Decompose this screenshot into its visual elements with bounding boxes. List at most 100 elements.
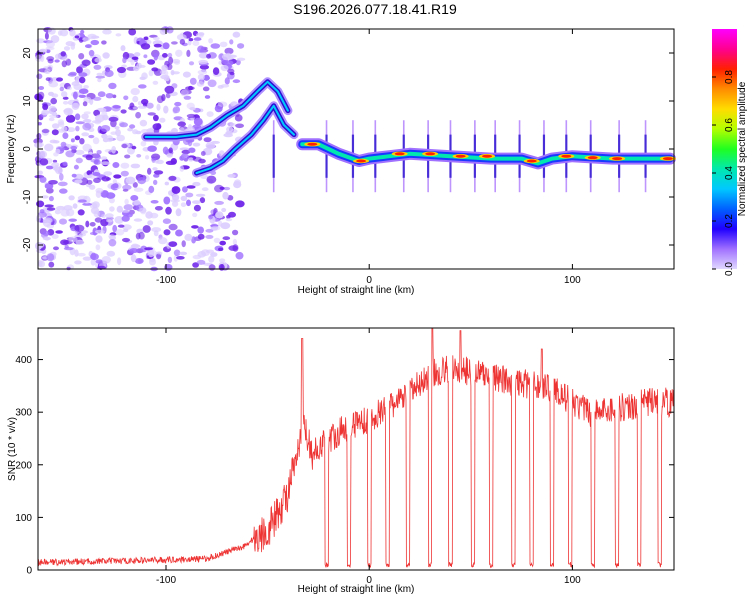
noise-blob xyxy=(65,150,75,158)
noise-blob xyxy=(35,54,43,62)
noise-blob xyxy=(185,86,195,91)
noise-blob xyxy=(153,114,159,122)
noise-blob xyxy=(97,78,102,83)
noise-blob xyxy=(94,217,103,223)
noise-blob xyxy=(66,127,76,133)
noise-blob xyxy=(104,149,114,153)
noise-blob xyxy=(49,114,59,119)
noise-blob xyxy=(45,77,51,81)
noise-blob xyxy=(205,234,214,239)
noise-blob xyxy=(153,52,159,61)
noise-blob xyxy=(122,184,132,190)
snr-panel: -100 0 100 0 100 200 300 400 Height of straight… xyxy=(7,327,675,595)
y-tick-label: 10 xyxy=(22,95,33,107)
noise-blob xyxy=(162,42,170,50)
colorbar-tick-label: 0.6 xyxy=(724,118,735,132)
noise-blob xyxy=(62,56,68,61)
noise-blob xyxy=(152,167,158,171)
noise-blob xyxy=(95,114,105,123)
noise-blob xyxy=(163,196,171,205)
noise-blob xyxy=(151,67,159,72)
noise-blob xyxy=(138,84,147,89)
noise-blob xyxy=(164,85,175,94)
noise-blob xyxy=(108,116,119,122)
noise-blob xyxy=(78,199,87,203)
noise-blob xyxy=(235,123,245,129)
noise-blob xyxy=(138,231,145,240)
noise-blob xyxy=(223,133,233,138)
noise-blob xyxy=(208,255,215,263)
noise-blob xyxy=(149,127,154,135)
noise-blob xyxy=(148,185,155,193)
noise-blob xyxy=(154,206,163,211)
noise-blob xyxy=(102,29,112,35)
noise-blob xyxy=(153,43,162,48)
noise-blob xyxy=(177,121,186,127)
ridge-peak xyxy=(587,156,598,160)
noise-blob xyxy=(106,135,114,143)
noise-blob xyxy=(189,77,197,85)
noise-blob xyxy=(108,234,116,239)
noise-blob xyxy=(77,252,86,257)
noise-blob xyxy=(88,49,95,57)
noise-blob xyxy=(59,173,64,181)
colorbar-tick-label: 0.0 xyxy=(724,262,735,276)
noise-blob xyxy=(122,237,130,243)
noise-blob xyxy=(82,101,88,107)
noise-blob xyxy=(89,222,96,227)
noise-blob xyxy=(198,59,209,65)
noise-blob xyxy=(145,155,150,160)
noise-blob xyxy=(207,79,217,88)
noise-blob xyxy=(97,91,106,98)
noise-blob xyxy=(165,160,176,165)
noise-blob xyxy=(232,229,239,236)
noise-blob xyxy=(130,195,139,201)
noise-blob xyxy=(170,199,180,203)
noise-blob xyxy=(123,95,129,101)
noise-blob xyxy=(94,154,102,161)
noise-blob xyxy=(172,106,181,114)
noise-blob xyxy=(42,236,52,241)
colorbar-label: Normalized spectral amplitude xyxy=(737,81,748,216)
noise-blob xyxy=(188,124,192,130)
noise-blob xyxy=(120,162,130,169)
noise-blob xyxy=(42,217,53,224)
noise-blob xyxy=(90,252,97,260)
noise-blob xyxy=(232,238,237,246)
noise-blob xyxy=(197,69,208,75)
noise-blob xyxy=(105,192,116,199)
noise-blob xyxy=(46,253,55,262)
noise-blob xyxy=(172,194,180,201)
noise-blob xyxy=(115,129,121,137)
noise-blob xyxy=(215,211,224,219)
noise-blob xyxy=(192,254,202,260)
noise-blob xyxy=(229,122,237,127)
noise-blob xyxy=(95,187,104,194)
colorbar-tick-label: 0.2 xyxy=(724,214,735,228)
noise-blob xyxy=(70,145,78,151)
noise-blob xyxy=(203,137,212,143)
noise-blob xyxy=(133,65,140,72)
noise-blob xyxy=(146,102,154,109)
noise-blob xyxy=(48,195,54,202)
noise-blob xyxy=(111,146,117,154)
noise-blob xyxy=(120,170,129,177)
noise-blob xyxy=(140,140,147,147)
noise-blob xyxy=(188,61,195,66)
noise-blob xyxy=(75,121,85,125)
noise-blob xyxy=(78,53,85,60)
noise-blob xyxy=(201,187,209,192)
noise-blob xyxy=(115,33,122,37)
noise-blob xyxy=(36,200,45,208)
noise-blob xyxy=(136,154,142,158)
noise-blob xyxy=(142,225,151,233)
noise-blob xyxy=(162,53,168,58)
noise-blob xyxy=(56,77,63,82)
noise-blob xyxy=(198,52,209,59)
snr-x-ticks: -100 0 100 0 100 200 300 400 xyxy=(15,328,674,586)
ridge-peak xyxy=(561,154,572,158)
noise-blob xyxy=(147,220,154,226)
noise-blob xyxy=(123,228,129,233)
noise-blob xyxy=(130,163,141,169)
